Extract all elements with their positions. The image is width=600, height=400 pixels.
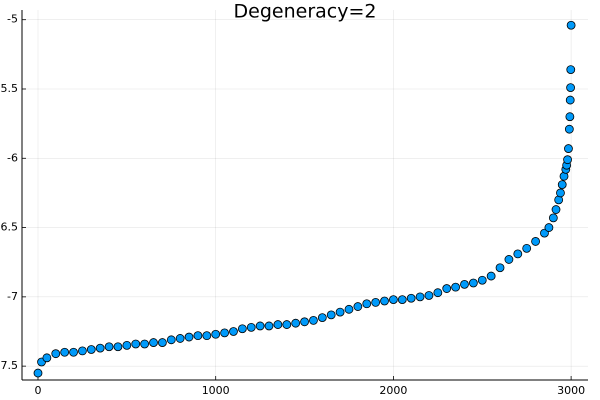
y-tick-label: -7.5 [0, 359, 18, 372]
point [556, 188, 565, 198]
point [460, 279, 469, 289]
point [69, 347, 78, 357]
point [273, 320, 283, 329]
y-tick-label: -5.5 [0, 82, 18, 95]
point [353, 302, 363, 311]
point [33, 368, 43, 378]
point [282, 320, 292, 329]
point [566, 20, 576, 30]
point [122, 340, 132, 350]
point [566, 83, 575, 93]
point [255, 321, 265, 331]
point [557, 180, 567, 190]
point [246, 322, 256, 332]
point [104, 342, 114, 352]
point [291, 318, 301, 328]
point [326, 310, 336, 320]
point [157, 338, 167, 347]
x-tick-label: 1000 [202, 384, 230, 397]
y-tick-label: -6.5 [0, 221, 18, 234]
point [522, 243, 532, 253]
point [477, 275, 487, 285]
point [424, 291, 434, 300]
y-tick-label: -5 [7, 13, 18, 26]
point [140, 339, 150, 349]
point [166, 335, 176, 345]
point [551, 205, 561, 214]
point [389, 295, 398, 305]
point [344, 304, 354, 314]
chart-title: Degeneracy=2 [234, 1, 377, 23]
point [95, 343, 105, 353]
point [113, 342, 123, 352]
point [433, 288, 443, 298]
point [362, 299, 372, 309]
y-tick-label: -7 [7, 290, 18, 303]
y-tick-label: -6 [7, 151, 18, 164]
point [202, 331, 212, 341]
point [229, 327, 238, 336]
point [531, 237, 540, 246]
point [565, 112, 575, 122]
point [565, 95, 575, 105]
point [78, 346, 87, 356]
point [211, 329, 221, 339]
point [175, 334, 185, 343]
point [42, 353, 52, 363]
point [564, 124, 574, 134]
point [415, 292, 425, 302]
point [51, 349, 61, 359]
point [513, 249, 523, 259]
point [495, 263, 505, 273]
point [397, 295, 407, 305]
point [335, 307, 345, 317]
point [220, 328, 229, 338]
x-tick-label: 0 [34, 384, 41, 397]
x-tick-label: 2000 [379, 384, 407, 397]
point [371, 297, 381, 307]
point [131, 339, 141, 349]
point [451, 282, 461, 292]
point [544, 223, 554, 232]
point [564, 144, 573, 153]
point [300, 317, 309, 327]
x-tick-label: 3000 [557, 384, 585, 397]
point [468, 278, 478, 288]
point [184, 332, 194, 342]
point [566, 65, 576, 74]
point [60, 347, 70, 357]
point [193, 331, 203, 341]
point [149, 338, 158, 347]
point [264, 321, 274, 331]
point [237, 324, 247, 334]
point [486, 271, 496, 281]
point [442, 284, 452, 293]
point [380, 296, 389, 306]
point [86, 345, 96, 354]
point [309, 316, 318, 325]
point [548, 213, 558, 223]
point [504, 255, 514, 264]
point [317, 313, 327, 323]
point [563, 155, 572, 165]
point [406, 293, 416, 303]
